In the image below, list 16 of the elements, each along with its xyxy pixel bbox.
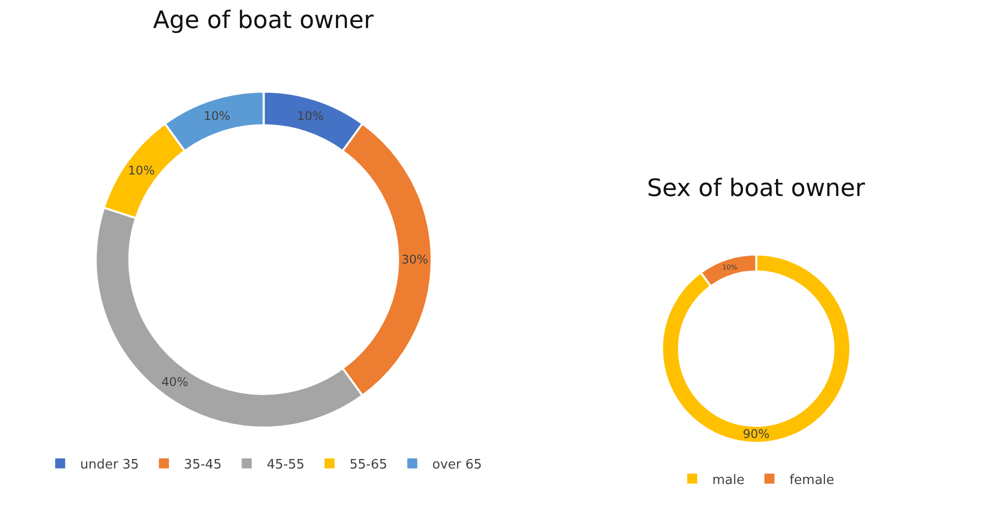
legend-label: under 35 [80,457,139,472]
legend-label: male [712,472,744,488]
legend-label: 45-55 [266,457,304,472]
donut-slice [661,254,852,444]
data-label: 10% [128,164,155,178]
chart-title: Age of boat owner [153,6,374,34]
legend-label: female [789,472,834,488]
data-label: 40% [161,374,188,389]
data-label: 90% [742,426,770,441]
legend-label: 35-45 [184,457,222,472]
chart-title: Sex of boat owner [647,174,866,202]
data-label: 30% [402,252,428,267]
legend-label: over 65 [432,457,482,472]
legend-label: 55-65 [349,457,388,472]
data-label: 10% [204,108,230,123]
data-label: 10% [297,108,324,123]
